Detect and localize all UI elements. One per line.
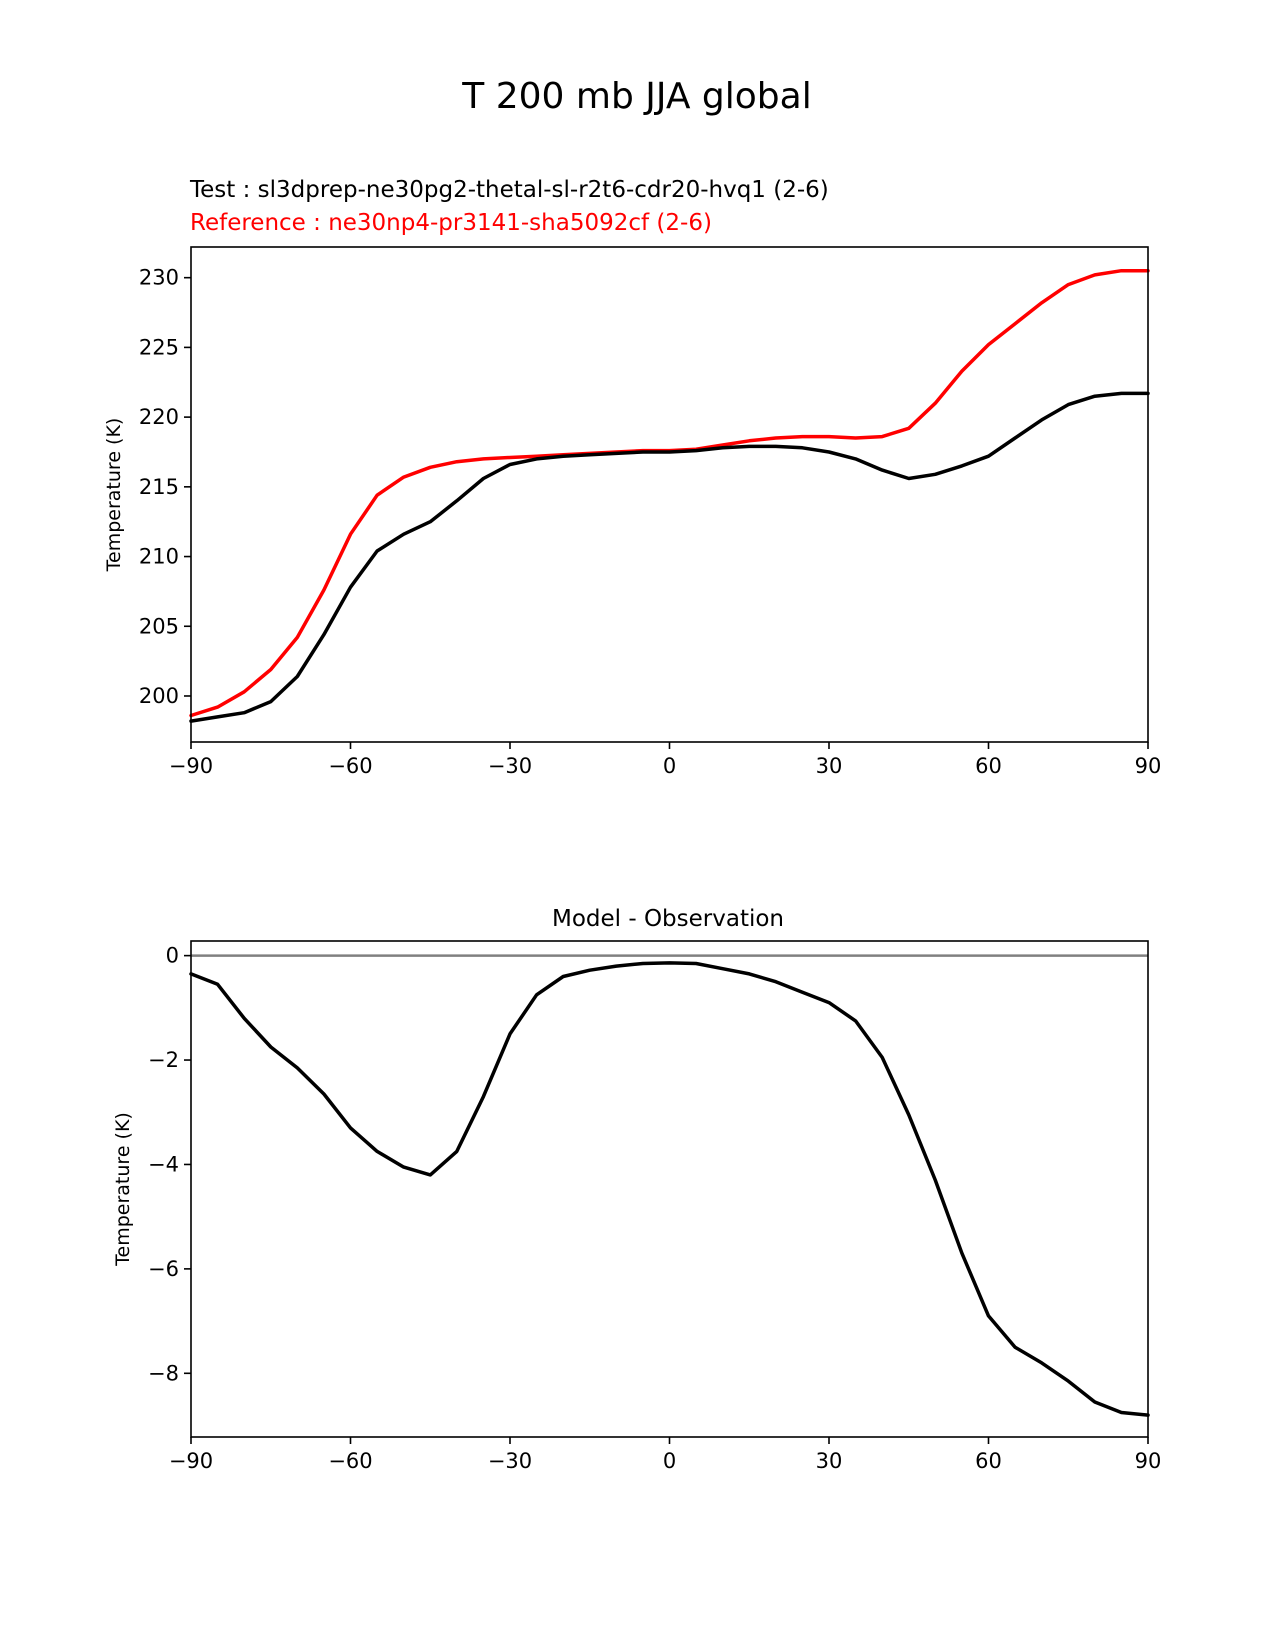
x-tick-label: 60 [975,754,1002,778]
x-tick-label: −90 [169,1449,213,1473]
y-tick-label: 0 [166,944,179,968]
x-tick-label: −90 [169,754,213,778]
series-line-test [189,391,1150,723]
panel2-title: Model - Observation [552,906,784,932]
x-tick-label: 30 [816,754,843,778]
line-chart-top: −90 −60 −30 0 30 60 90 200 205 210 215 220 225 230 Tem… [103,246,1162,778]
x-tick-label: −30 [488,1449,532,1473]
y-axis-label: Temperature (K) [103,418,125,573]
y-tick-label: 230 [139,266,179,290]
series-line-difference [189,961,1150,1417]
y-tick-label: 215 [139,475,179,499]
x-tick-label: 90 [1135,1449,1162,1473]
y-tick-label: −4 [148,1152,179,1176]
y-tick-label: 200 [139,684,179,708]
y-tick-label: 205 [139,614,179,638]
reference-label: Reference : ne30np4-pr3141-sha5092cf (2-… [190,210,712,236]
line-chart-bottom: −90 −60 −30 0 30 60 90 0 −2 −4 −6 −8 Temperature (K) [112,940,1162,1473]
x-tick-label: −60 [328,754,372,778]
x-tick-label: 0 [663,1449,676,1473]
test-label: Test : sl3dprep-ne30pg2-thetal-sl-r2t6-c… [189,177,829,203]
figure-title: T 200 mb JJA global [461,76,811,117]
y-tick-label: 210 [139,545,179,569]
axes-frame [190,940,1149,1438]
x-tick-label: −30 [488,754,532,778]
x-tick-label: 30 [816,1449,843,1473]
y-tick-label: −2 [148,1048,179,1072]
y-tick-label: −6 [148,1257,179,1281]
series-line-reference [189,268,1150,718]
x-tick-label: −60 [328,1449,372,1473]
y-tick-label: 220 [139,405,179,429]
x-tick-label: 60 [975,1449,1002,1473]
y-tick-label: 225 [139,335,179,359]
y-axis-label: Temperature (K) [112,1112,134,1267]
y-tick-label: −8 [148,1361,179,1385]
axes-frame [190,246,1149,743]
x-tick-label: 0 [663,754,676,778]
x-tick-label: 90 [1135,754,1162,778]
